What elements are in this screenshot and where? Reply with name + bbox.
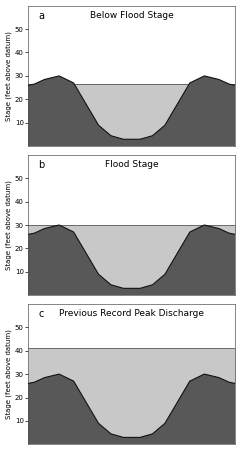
Y-axis label: Stage (feet above datum): Stage (feet above datum) bbox=[6, 31, 12, 121]
Text: c: c bbox=[38, 309, 44, 320]
Y-axis label: Stage (feet above datum): Stage (feet above datum) bbox=[6, 329, 12, 419]
Text: Flood Stage: Flood Stage bbox=[105, 160, 159, 169]
Text: a: a bbox=[38, 11, 44, 21]
Text: Below Flood Stage: Below Flood Stage bbox=[90, 11, 174, 20]
Polygon shape bbox=[28, 76, 235, 146]
Polygon shape bbox=[28, 374, 235, 445]
Text: b: b bbox=[38, 160, 45, 170]
Y-axis label: Stage (feet above datum): Stage (feet above datum) bbox=[6, 180, 12, 270]
Text: Previous Record Peak Discharge: Previous Record Peak Discharge bbox=[59, 309, 204, 318]
Polygon shape bbox=[28, 225, 235, 295]
